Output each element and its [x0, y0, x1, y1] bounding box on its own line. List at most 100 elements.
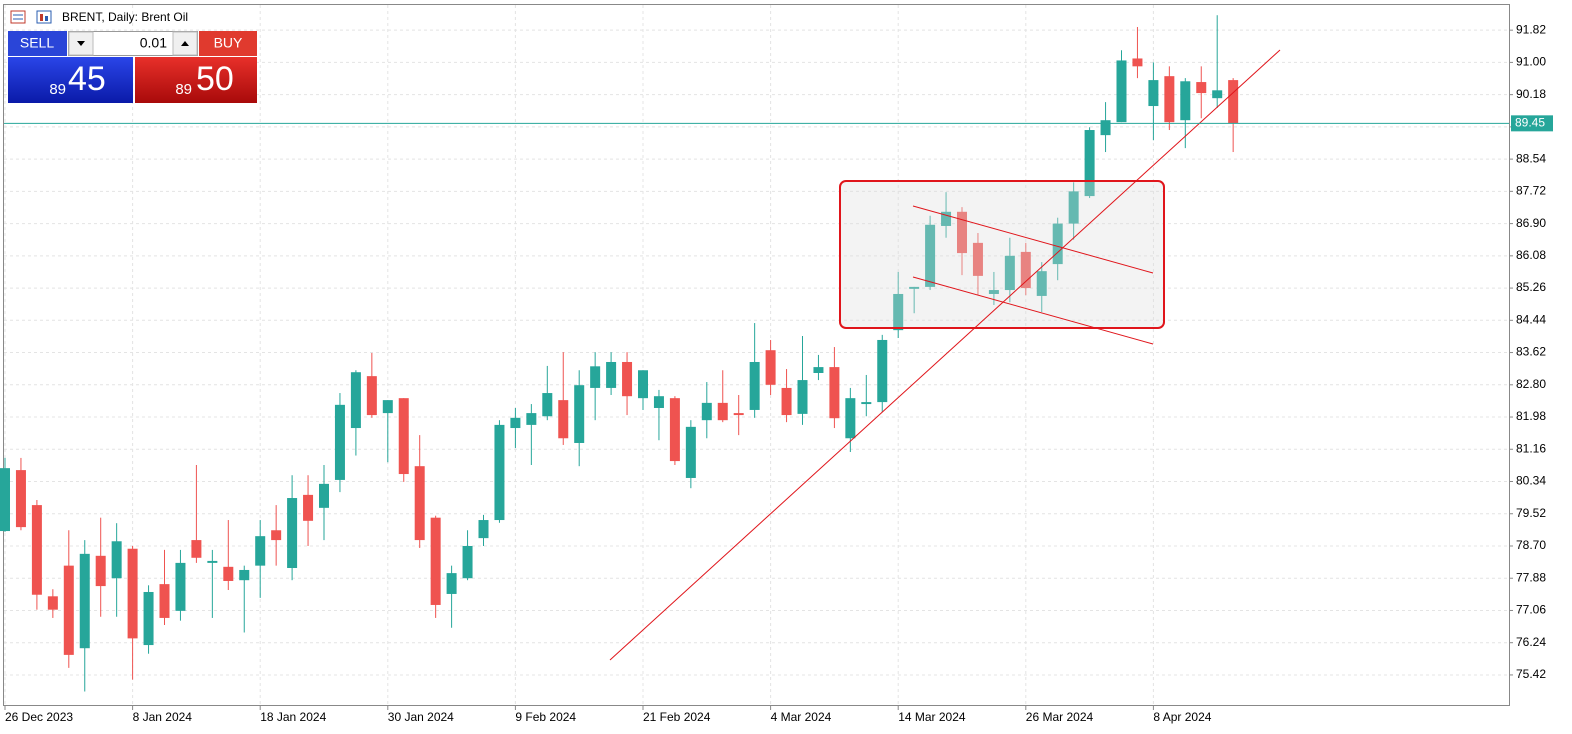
candle-body: [1100, 120, 1111, 136]
bid-box[interactable]: [8, 57, 133, 103]
ask-box[interactable]: [135, 57, 257, 103]
candle-body: [941, 211, 952, 226]
candle-body: [175, 562, 186, 611]
candle-body: [1116, 60, 1127, 123]
candle-body: [526, 413, 537, 425]
candle-body: [972, 242, 983, 276]
x-tick-label: 18 Jan 2024: [260, 710, 326, 724]
candle-body: [861, 402, 872, 405]
candle-body: [1132, 58, 1143, 67]
y-tick-label: 86.08: [1516, 248, 1546, 262]
x-tick-label: 9 Feb 2024: [515, 710, 576, 724]
y-tick-label: 84.44: [1516, 312, 1546, 326]
candle-body: [159, 584, 170, 618]
candle-body: [239, 569, 250, 581]
sell-button[interactable]: [8, 31, 67, 56]
candle-body: [1148, 80, 1159, 107]
x-tick-label: 26 Mar 2024: [1026, 710, 1094, 724]
candle-body: [957, 211, 967, 254]
price-label-box: [1511, 115, 1553, 132]
candle-body: [797, 380, 808, 414]
x-tick-label: 26 Dec 2023: [5, 710, 73, 724]
candle-body: [382, 400, 393, 414]
candle-body: [510, 417, 521, 429]
plot-frame: [3, 4, 1510, 706]
candle-body: [590, 366, 601, 388]
candle-body: [430, 517, 441, 605]
candles: [0, 15, 1239, 692]
candle-body: [1228, 80, 1239, 124]
y-tick-label: 85.26: [1516, 280, 1546, 294]
candle-body: [271, 530, 282, 541]
highlight-box: [839, 180, 1165, 329]
candle-body: [207, 560, 218, 563]
arrow-down: [77, 41, 85, 46]
channel-line: [912, 205, 1154, 274]
candle-body: [366, 376, 377, 416]
y-tick-label: 81.16: [1516, 441, 1546, 455]
candle-body: [638, 370, 648, 399]
buy-button[interactable]: [199, 31, 257, 56]
candle-body: [95, 555, 106, 587]
candle-body: [143, 591, 154, 646]
y-tick-label: 91.82: [1516, 22, 1546, 36]
candle-body: [669, 398, 680, 462]
y-tick-label: 81.98: [1516, 409, 1546, 423]
trend-line: [609, 49, 1281, 661]
candle-body: [733, 413, 744, 416]
candle-body: [79, 553, 90, 649]
y-tick-label: 76.24: [1516, 635, 1546, 649]
candle-body: [63, 565, 74, 655]
candle-body: [31, 505, 42, 595]
x-tick-label: 8 Jan 2024: [133, 710, 193, 724]
chart-icon[interactable]: [36, 10, 52, 24]
candle-body: [1036, 271, 1047, 296]
icon-bar: [45, 16, 48, 21]
candle-body: [0, 468, 10, 532]
candle-body: [701, 402, 712, 421]
candle-body: [1212, 90, 1223, 99]
ask-big: 89: [175, 81, 192, 98]
sell-label: SELL: [20, 35, 54, 51]
chart-header: BRENT, Daily: Brent Oil: [62, 10, 188, 24]
menu-icon[interactable]: [10, 10, 26, 24]
candle-body: [893, 293, 904, 331]
ask-small: 50: [196, 60, 234, 98]
y-tick-label: 86.90: [1516, 216, 1546, 230]
price-label: 89.45: [1515, 116, 1545, 130]
candle-body: [303, 494, 314, 521]
candle-body: [127, 548, 138, 639]
candle-body: [191, 540, 202, 558]
candle-body: [494, 424, 505, 521]
candle-body: [1164, 76, 1175, 123]
buy-label: BUY: [214, 35, 243, 51]
candle-body: [653, 396, 664, 408]
x-tick-label: 21 Feb 2024: [643, 710, 711, 724]
candle-body: [446, 573, 457, 594]
candle-body: [845, 398, 856, 439]
candle-body: [877, 339, 888, 403]
bid-small: 45: [68, 60, 106, 98]
candle-body: [319, 483, 329, 508]
y-tick-label: 91.00: [1516, 55, 1546, 69]
y-tick-label: 88.54: [1516, 151, 1546, 165]
candle-body: [925, 224, 936, 287]
candle-body: [1020, 251, 1031, 289]
candle-body: [1004, 255, 1015, 291]
candle-body: [255, 536, 266, 566]
y-tick-label: 77.06: [1516, 603, 1546, 617]
candle-body: [606, 361, 617, 388]
lot-value: 0.01: [140, 35, 167, 51]
candle-body: [111, 541, 122, 579]
candle-body: [1068, 191, 1079, 224]
y-tick-label: 78.70: [1516, 538, 1546, 552]
candle-body: [350, 372, 361, 429]
candle-body: [287, 498, 298, 569]
y-tick-label: 77.88: [1516, 570, 1546, 584]
y-tick-label: 79.52: [1516, 506, 1546, 520]
y-tick-label: 83.62: [1516, 345, 1546, 359]
candle-body: [478, 520, 489, 539]
candle-body: [829, 367, 840, 419]
